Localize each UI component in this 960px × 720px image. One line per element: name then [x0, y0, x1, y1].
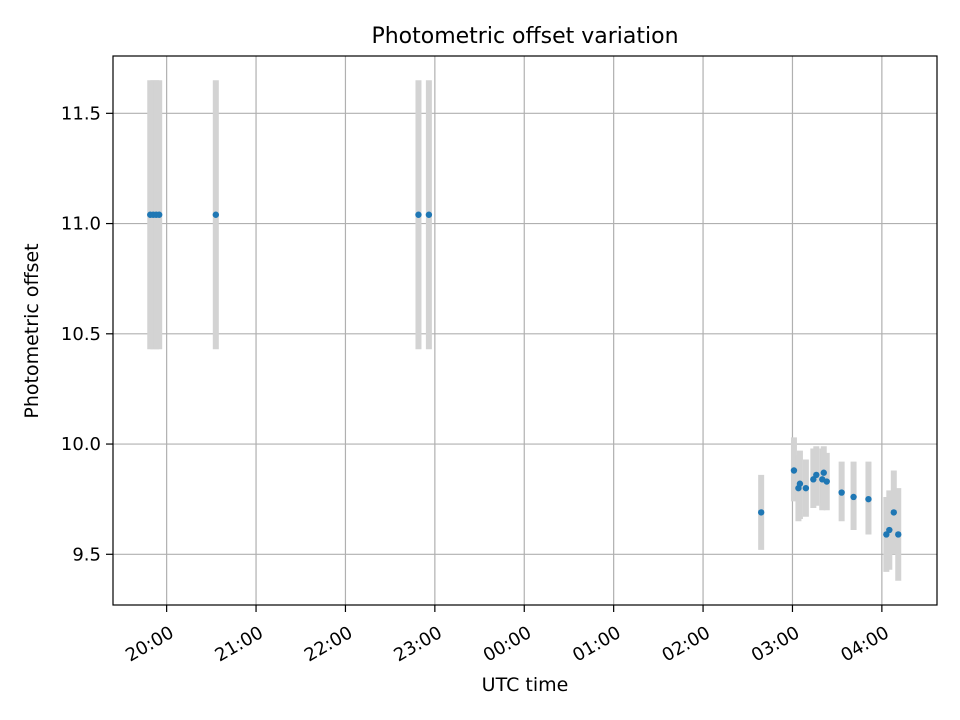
data-point	[895, 531, 902, 538]
data-points	[147, 211, 902, 538]
axes-frame	[112, 55, 938, 606]
data-point	[823, 478, 830, 485]
y-tick-label: 11.0	[61, 214, 101, 235]
y-axis-ticks: 9.5 10.0 10.5 11.0 11.5	[61, 103, 113, 565]
data-point	[865, 495, 872, 503]
x-axis-label: UTC time	[482, 674, 569, 696]
data-point	[796, 480, 804, 487]
data-point	[790, 467, 798, 474]
data-point	[850, 493, 857, 501]
data-point	[425, 211, 433, 218]
data-point	[813, 471, 820, 479]
data-point	[802, 484, 810, 492]
data-point	[757, 509, 765, 516]
data-point	[886, 526, 893, 534]
y-tick-label: 10.5	[61, 324, 101, 345]
data-point	[155, 211, 163, 218]
y-tick-label: 10.0	[61, 434, 101, 455]
grid-lines	[113, 56, 937, 605]
data-point	[890, 509, 897, 516]
chart-title: Photometric offset variation	[371, 24, 678, 49]
data-point	[820, 469, 827, 476]
y-axis-label: Photometric offset	[21, 243, 43, 418]
data-point	[415, 211, 422, 218]
y-tick-label: 9.5	[72, 544, 101, 565]
data-point	[212, 211, 220, 218]
data-point	[838, 489, 845, 496]
y-tick-label: 11.5	[61, 103, 101, 124]
